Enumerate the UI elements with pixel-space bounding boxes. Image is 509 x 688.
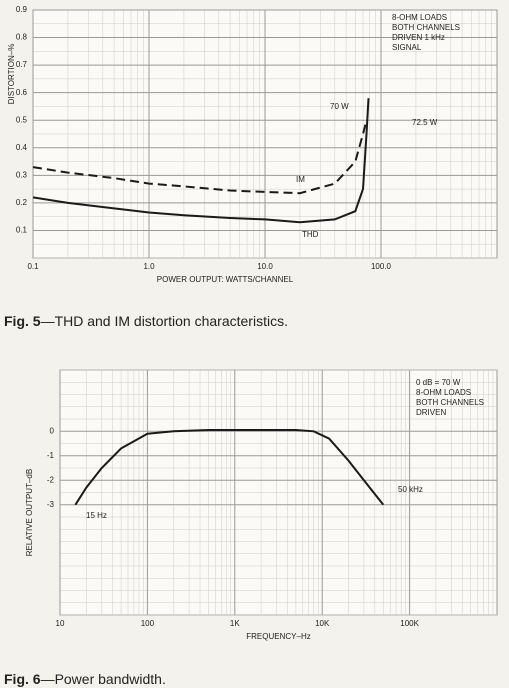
series-label: IM	[296, 175, 305, 184]
series-label: THD	[302, 230, 319, 239]
y-tick-label: -3	[47, 500, 55, 509]
caption-figure: Fig. 6	[4, 671, 41, 687]
y-tick-label: -1	[47, 451, 55, 460]
annotation: DRIVEN	[416, 408, 446, 417]
y-tick-label: 0	[50, 426, 55, 435]
x-axis-label: FREQUENCY–Hz	[246, 632, 310, 641]
caption-figure: Fig. 5	[4, 313, 41, 329]
x-tick-label: 100	[141, 619, 155, 628]
y-tick-label: 0.4	[16, 143, 28, 152]
x-tick-label: 1.0	[143, 262, 155, 271]
x-tick-label: 10K	[315, 619, 330, 628]
caption-text: —THD and IM distortion characteristics.	[41, 313, 288, 329]
y-tick-label: 0.6	[16, 88, 28, 97]
annotation: DRIVEN 1 kHz	[392, 33, 445, 42]
x-tick-label: 10	[56, 619, 65, 628]
data-line	[74, 429, 385, 506]
x-axis-label: POWER OUTPUT: WATTS/CHANNEL	[157, 275, 294, 284]
y-tick-label: 0.8	[16, 33, 28, 42]
y-tick-label: 0.1	[16, 226, 28, 235]
annotation: BOTH CHANNELS	[416, 398, 484, 407]
caption: Fig. 6—Power bandwidth.	[4, 671, 166, 687]
y-tick-label: -2	[47, 475, 55, 484]
caption: Fig. 5—THD and IM distortion characteris…	[4, 313, 288, 329]
annotation: SIGNAL	[392, 43, 422, 52]
y-tick-label: 0.3	[16, 170, 28, 179]
x-tick-label: 0.1	[27, 262, 39, 271]
annotation: 0 dB = 70 W	[416, 378, 461, 387]
annotation: 8-OHM LOADS	[392, 13, 447, 22]
annotation: 50 kHz	[398, 485, 423, 494]
x-tick-label: 1K	[230, 619, 240, 628]
x-tick-label: 100K	[400, 619, 419, 628]
y-tick-label: 0.9	[16, 5, 28, 14]
annotation: 8-OHM LOADS	[416, 388, 471, 397]
data-line	[32, 119, 368, 195]
y-tick-label: 0.5	[16, 115, 28, 124]
x-tick-label: 100.0	[371, 262, 392, 271]
y-tick-label: 0.7	[16, 60, 28, 69]
annotation: 72.5 W	[412, 118, 438, 127]
data-line	[32, 98, 370, 224]
annotation: 15 Hz	[86, 511, 107, 520]
caption-text: —Power bandwidth.	[41, 671, 166, 687]
annotation: 70 W	[330, 102, 349, 111]
y-tick-label: 0.2	[16, 198, 28, 207]
y-axis-label: RELATIVE OUTPUT–dB	[25, 469, 34, 556]
x-tick-label: 10.0	[257, 262, 273, 271]
annotation: BOTH CHANNELS	[392, 23, 460, 32]
y-axis-label: DISTORTION–%	[7, 44, 16, 105]
